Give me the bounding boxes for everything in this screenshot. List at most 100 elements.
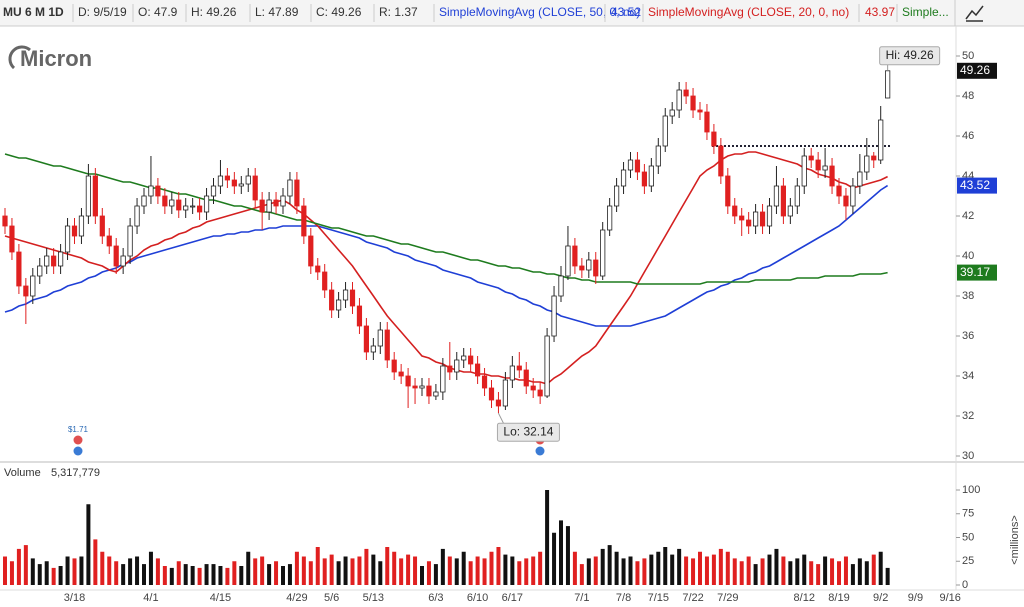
drawing-tool-icon[interactable]: [962, 3, 986, 23]
volume-bar: [281, 566, 285, 585]
candle-body: [51, 255, 57, 267]
candle-body: [78, 215, 85, 237]
low-label: Lo: 32.14: [503, 424, 553, 438]
volume-bar: [635, 561, 640, 585]
volume-bar: [857, 558, 862, 585]
volume-title: Volume: [4, 467, 41, 479]
volume-bar: [684, 556, 689, 585]
volume-bar: [468, 561, 473, 585]
volume-bar: [155, 558, 160, 585]
logo-arc: [8, 45, 31, 70]
price-tag-label: 43.52: [960, 178, 990, 192]
earnings-icon[interactable]: [73, 446, 83, 456]
candle-body: [836, 185, 842, 197]
candle-body: [280, 195, 286, 207]
candle-body: [746, 219, 752, 227]
study-name[interactable]: SimpleMovingAvg (CLOSE, 50, 0, no): [439, 5, 640, 19]
volume-bar: [871, 554, 876, 585]
dividend-icon[interactable]: [73, 435, 83, 445]
volume-bar: [9, 561, 14, 585]
candle-body: [127, 225, 133, 257]
volume-bar: [802, 554, 807, 585]
volume-bar: [3, 556, 7, 585]
candle-body: [405, 375, 411, 387]
price-tag: [957, 62, 997, 79]
candle-body: [766, 205, 773, 227]
volume-bar: [677, 548, 682, 585]
candle-body: [412, 385, 418, 389]
volume-bar: [329, 554, 334, 585]
candle-body: [356, 305, 363, 327]
volume-value: 5,317,779: [51, 467, 100, 479]
volume-bar: [753, 564, 758, 585]
x-tick-label: 7/29: [717, 592, 738, 604]
candle-body: [92, 175, 98, 217]
candle-body: [662, 115, 668, 147]
candle-body: [203, 195, 210, 213]
header-bar: [0, 0, 1024, 26]
event-icons[interactable]: [73, 435, 545, 456]
volume-bar: [760, 558, 765, 585]
x-tick-label: 6/10: [467, 592, 488, 604]
candle-body: [474, 363, 481, 377]
candle-body: [586, 259, 592, 271]
callout-box: [496, 422, 560, 442]
candle-body: [169, 199, 175, 207]
volume-bar: [767, 554, 772, 585]
candle-body: [509, 365, 515, 381]
range: R: 1.37: [379, 5, 418, 19]
volume-bar: [559, 520, 563, 585]
earnings-icon[interactable]: [535, 446, 545, 456]
volume-bar: [565, 526, 570, 585]
volume-bar: [621, 558, 626, 585]
volume-bar: [30, 558, 35, 585]
volume-bar: [86, 504, 91, 585]
candle-body: [64, 225, 71, 253]
candle-body: [113, 245, 119, 267]
y-tick-label: 48: [962, 90, 974, 102]
volume-bar: [830, 558, 835, 585]
y-tick-label: 75: [962, 508, 974, 520]
header-separators: [72, 0, 956, 26]
volume-bar: [670, 554, 675, 585]
volume-bar: [475, 556, 480, 585]
candle-body: [593, 259, 599, 277]
volume-bar: [246, 551, 251, 585]
sma-line: [4, 184, 889, 327]
volume-bar: [301, 556, 306, 585]
candle-body: [711, 131, 717, 147]
candle-body: [106, 235, 112, 247]
volume-bar: [809, 561, 814, 585]
volume-bar: [148, 551, 153, 585]
candle-body: [294, 179, 300, 207]
candle-body: [843, 195, 849, 207]
volume-bar: [795, 558, 800, 585]
candle-body: [99, 215, 105, 237]
price-tag: [957, 177, 997, 194]
candle-body: [196, 205, 203, 213]
x-tick-label: 4/1: [143, 592, 158, 604]
volume-bar: [114, 561, 119, 585]
volume-bar: [704, 556, 709, 585]
volume-bar: [183, 564, 188, 585]
candle-body: [148, 185, 154, 197]
study-name[interactable]: SimpleMovingAvg (CLOSE, 20, 0, no): [648, 5, 849, 19]
candle-body: [23, 285, 29, 297]
low: L: 47.89: [255, 5, 299, 19]
volume-bar: [190, 566, 195, 585]
study-value: 43.97: [865, 5, 895, 19]
price-tag: [957, 264, 997, 281]
symbol[interactable]: MU 6 M 1D: [3, 5, 64, 19]
volume-bar: [58, 566, 63, 585]
candle-body: [759, 211, 766, 227]
candle-body: [551, 295, 557, 337]
candle-body: [44, 255, 50, 267]
study-name[interactable]: Simple...: [902, 5, 949, 19]
candles: [2, 70, 891, 414]
candle-body: [85, 175, 91, 217]
volume-bar: [385, 547, 390, 585]
candle-body: [572, 245, 578, 267]
volume-bar: [406, 554, 411, 585]
volume-bar: [579, 564, 584, 585]
candle-body: [794, 185, 800, 207]
